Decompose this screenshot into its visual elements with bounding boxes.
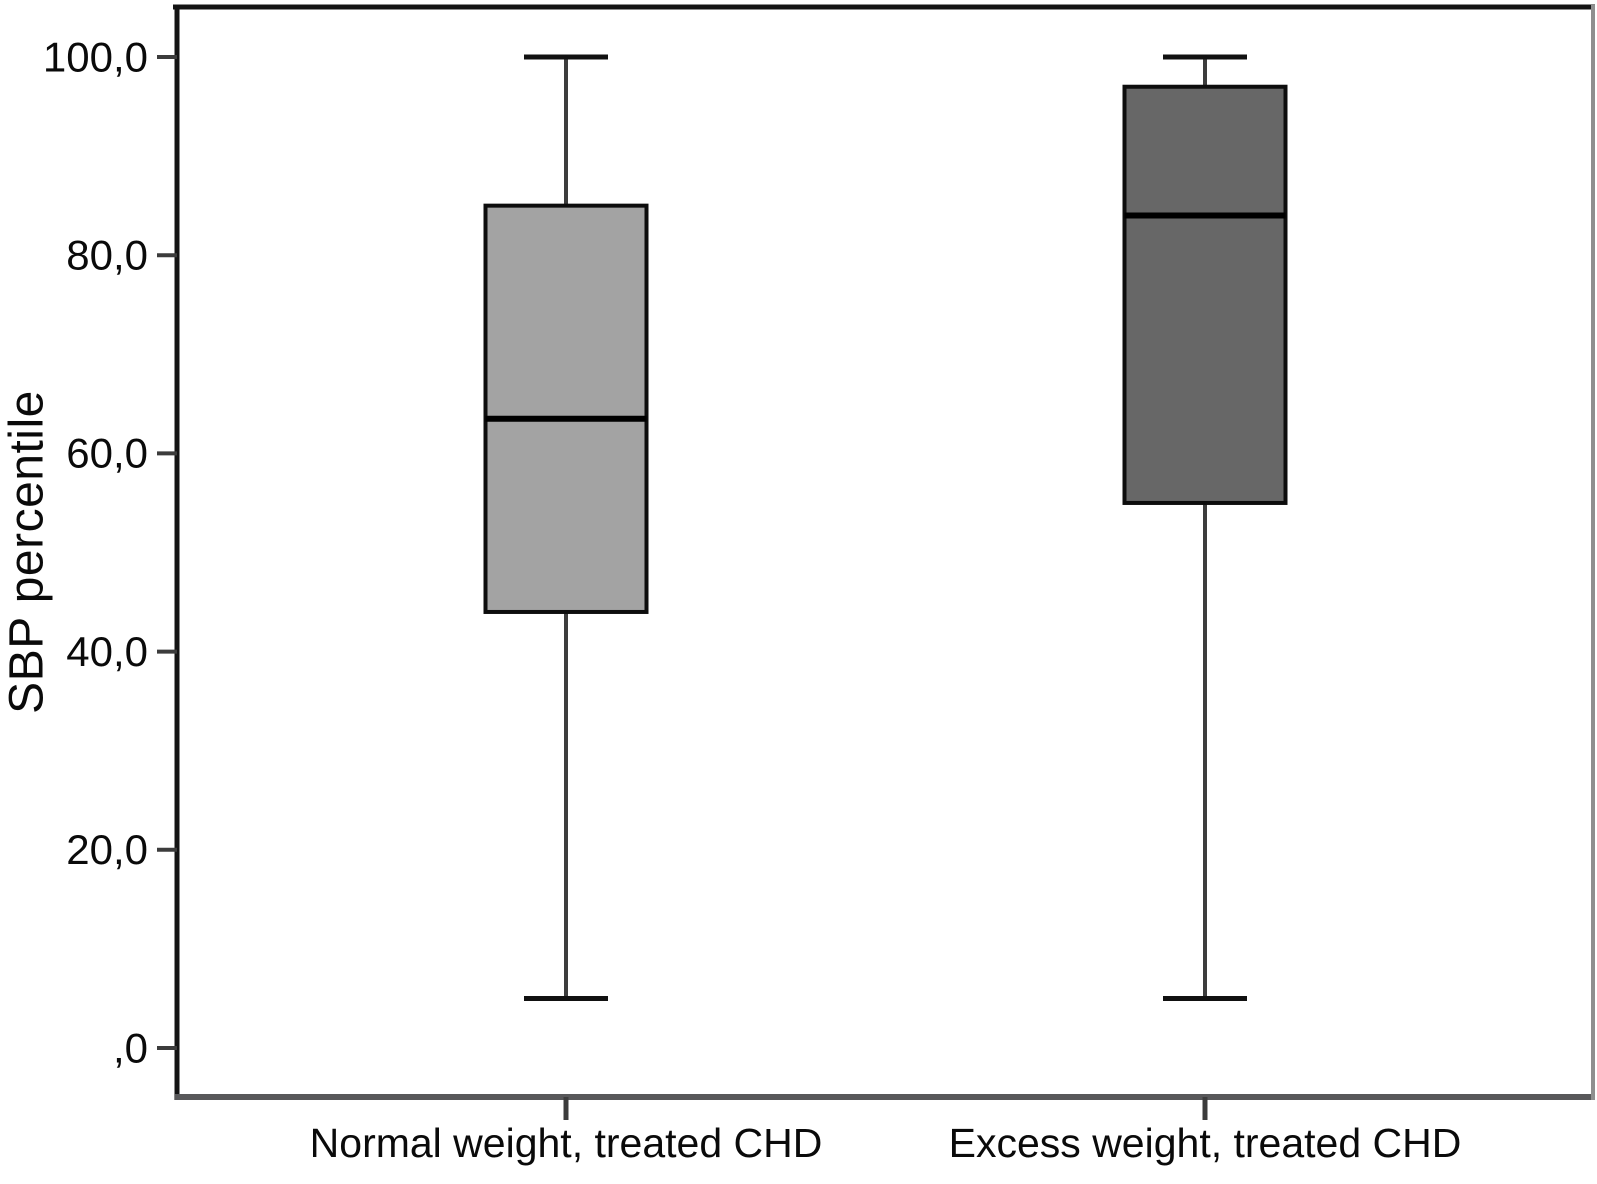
x-category-label-excess-weight: Excess weight, treated CHD bbox=[948, 1120, 1462, 1166]
x-axis bbox=[563, 1097, 1208, 1120]
y-tick-label: ,0 bbox=[113, 1024, 148, 1071]
box-series-1 bbox=[1122, 54, 1288, 1001]
y-tick-label: 60,0 bbox=[66, 430, 148, 477]
plot-frame bbox=[173, 4, 1595, 1100]
box-series-0 bbox=[483, 54, 649, 1001]
y-tick-label: 80,0 bbox=[66, 231, 148, 278]
y-axis-title: SBP percentile bbox=[0, 390, 54, 714]
y-axis: 100,0 80,0 60,0 40,0 20,0 ,0 bbox=[43, 33, 177, 1071]
x-category-label-normal-weight: Normal weight, treated CHD bbox=[309, 1120, 823, 1166]
iqr-box bbox=[483, 203, 649, 614]
y-tick-label: 100,0 bbox=[43, 33, 148, 80]
y-tick-label: 40,0 bbox=[66, 628, 148, 675]
plot-area bbox=[175, 5, 1595, 1100]
iqr-box bbox=[1122, 84, 1288, 505]
y-tick-label: 20,0 bbox=[66, 826, 148, 873]
